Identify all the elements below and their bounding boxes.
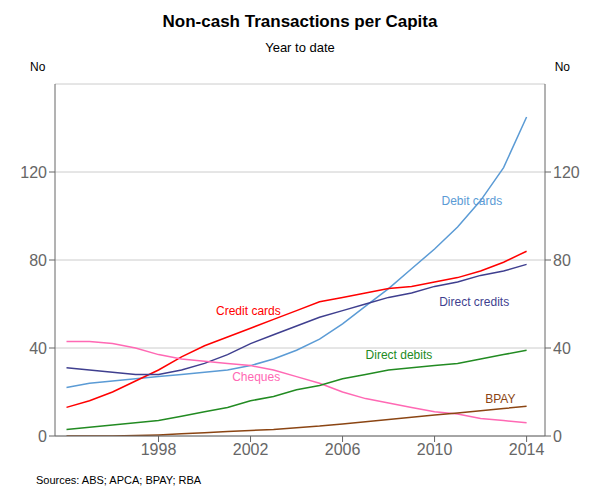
- svg-text:0: 0: [38, 428, 47, 445]
- svg-text:BPAY: BPAY: [485, 392, 515, 406]
- svg-text:40: 40: [29, 340, 47, 357]
- svg-text:2014: 2014: [509, 441, 545, 458]
- svg-text:Debit cards: Debit cards: [441, 194, 502, 208]
- svg-text:2002: 2002: [233, 441, 269, 458]
- svg-text:Direct credits: Direct credits: [439, 295, 509, 309]
- html-text:Sources: ABS; APCA; BPAY; RBA: Sources: ABS; APCA; BPAY; RBA: [36, 474, 202, 486]
- svg-text:2006: 2006: [325, 441, 361, 458]
- svg-text:80: 80: [553, 252, 571, 269]
- svg-text:Credit cards: Credit cards: [216, 304, 281, 318]
- svg-text:2010: 2010: [417, 441, 453, 458]
- html-text:No: No: [30, 60, 46, 74]
- svg-text:120: 120: [20, 164, 47, 181]
- svg-text:40: 40: [553, 340, 571, 357]
- svg-text:Direct debits: Direct debits: [366, 348, 433, 362]
- svg-text:1998: 1998: [141, 441, 177, 458]
- html-text:No: No: [554, 60, 570, 74]
- svg-text:Cheques: Cheques: [232, 370, 280, 384]
- html-text:Non-cash Transactions per Capi: Non-cash Transactions per Capita: [162, 12, 438, 31]
- svg-text:0: 0: [553, 428, 562, 445]
- svg-text:120: 120: [553, 164, 580, 181]
- html-text:Year to date: Year to date: [265, 40, 335, 55]
- svg-text:80: 80: [29, 252, 47, 269]
